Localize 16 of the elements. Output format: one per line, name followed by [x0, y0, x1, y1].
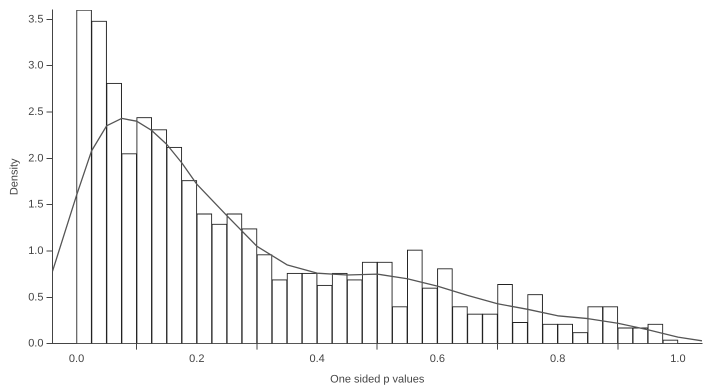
y-tick-label: 2.0 — [28, 152, 44, 164]
x-tick-label: 0.4 — [309, 353, 325, 366]
y-tick-label: 3.0 — [28, 60, 44, 72]
y-tick-label: 2.5 — [28, 106, 44, 118]
y-tick-label: 0.5 — [28, 291, 44, 304]
x-tick-label: 0.8 — [550, 353, 566, 366]
x-tick-label: 0.2 — [189, 353, 204, 366]
y-tick-label: 1.5 — [28, 198, 44, 211]
y-tick-label: 0.0 — [28, 338, 44, 350]
y-tick-label: 3.5 — [28, 13, 44, 26]
y-tick-label: 1.0 — [28, 244, 44, 257]
x-tick-label: 0.6 — [430, 353, 446, 366]
x-axis-title: One sided p values — [330, 373, 425, 386]
x-tick-label: 0.0 — [68, 353, 84, 366]
y-axis-title: Density — [8, 158, 21, 196]
x-tick-label: 1.0 — [670, 353, 686, 366]
